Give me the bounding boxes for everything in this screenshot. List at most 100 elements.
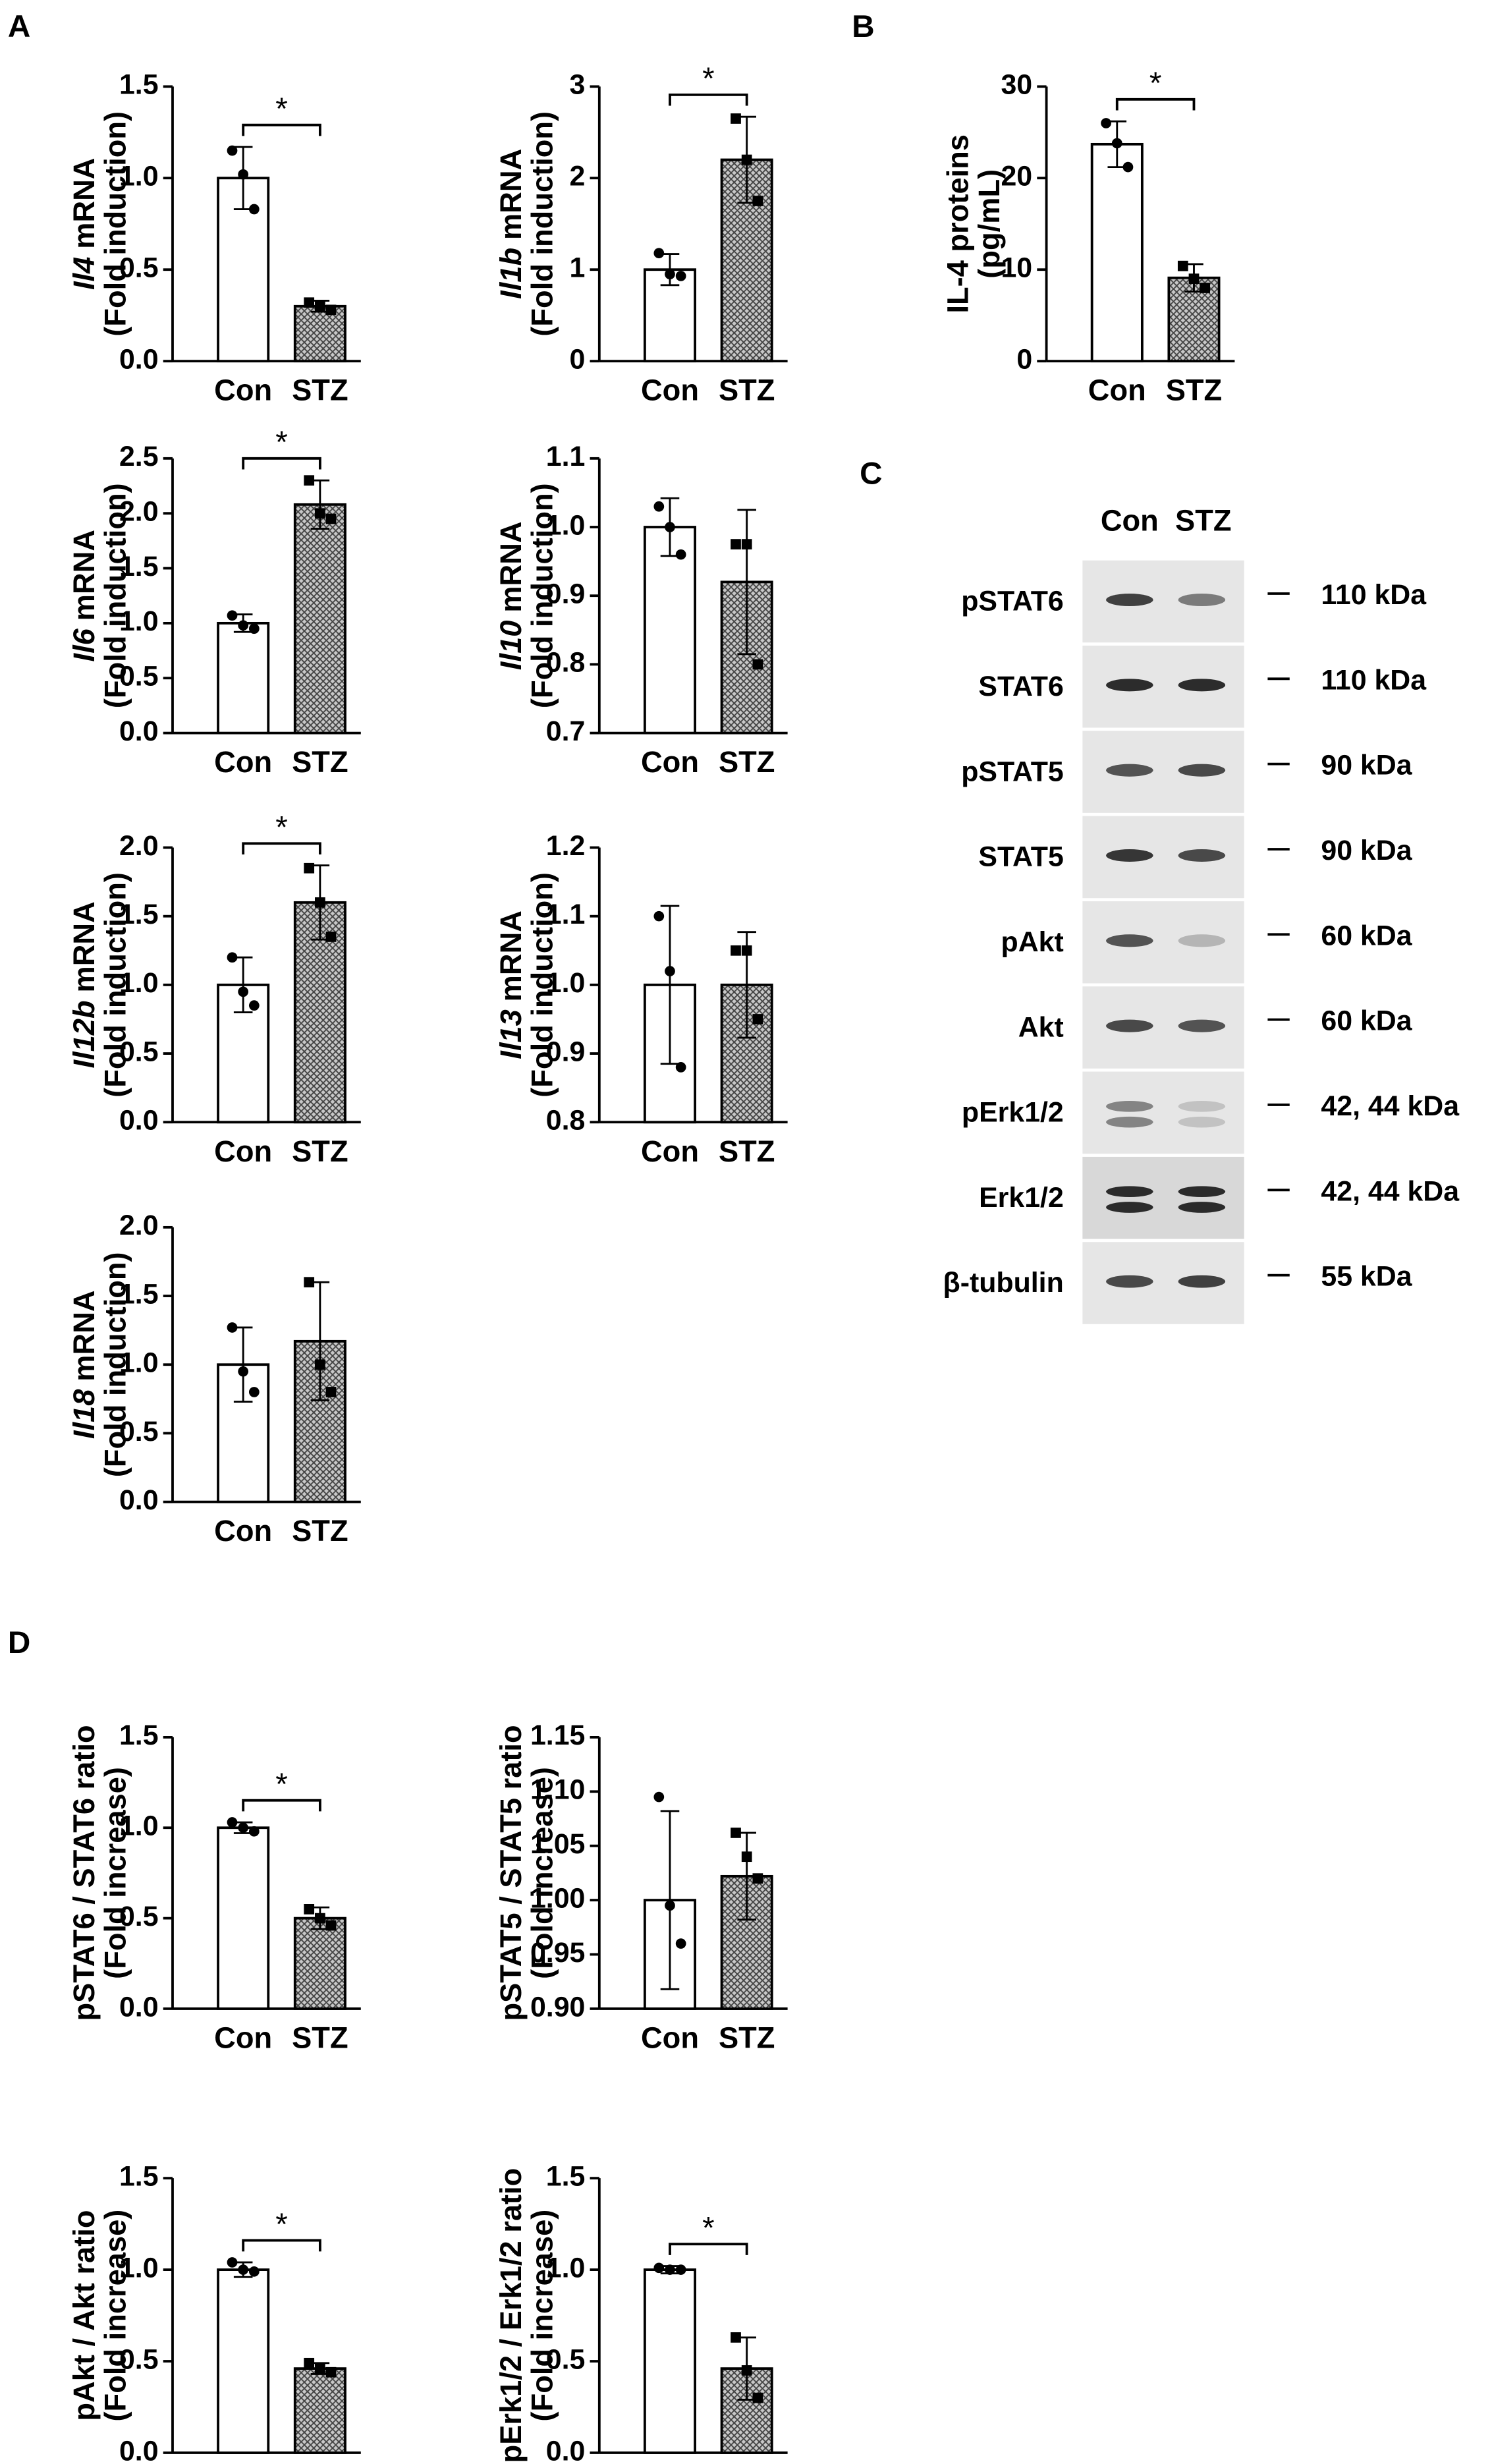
x-tick-label: Con bbox=[214, 2021, 272, 2055]
y-axis-label: (Fold induction) bbox=[525, 483, 559, 708]
y-axis-label-part: mRNA bbox=[494, 521, 528, 612]
significance-label: * bbox=[1149, 66, 1162, 101]
y-axis-label-part: (Fold induction) bbox=[525, 111, 559, 337]
y-tick-label: 0.5 bbox=[119, 1416, 159, 1447]
data-point bbox=[315, 897, 325, 908]
y-tick-label: 0.90 bbox=[530, 1991, 585, 2023]
y-axis-label-part: pAkt / Akt ratio bbox=[67, 2210, 101, 2421]
y-tick-label: 0.9 bbox=[546, 578, 586, 610]
y-axis-label-part: (Fold induction) bbox=[99, 483, 132, 708]
y-axis-label-part: Il10 bbox=[494, 621, 528, 670]
data-point bbox=[752, 2392, 763, 2403]
data-point bbox=[653, 1791, 665, 1803]
y-axis-label-part: (Fold induction) bbox=[525, 483, 559, 708]
y-axis-label-part: (Fold increase) bbox=[99, 1767, 132, 1979]
y-tick-label: 1 bbox=[570, 252, 586, 284]
blot-band bbox=[1178, 764, 1226, 777]
x-tick-label: Con bbox=[641, 1134, 699, 1168]
data-point bbox=[325, 513, 337, 524]
blot-column-label: Con bbox=[1101, 503, 1159, 537]
data-point bbox=[227, 1322, 238, 1333]
data-point bbox=[731, 539, 741, 549]
significance-label: * bbox=[275, 810, 288, 845]
data-point bbox=[325, 2366, 337, 2378]
x-tick-label: STZ bbox=[719, 1134, 775, 1168]
bar bbox=[1090, 142, 1144, 363]
data-point bbox=[227, 610, 238, 621]
y-axis-label-part: (Fold increase) bbox=[525, 2210, 559, 2422]
data-point bbox=[227, 952, 238, 963]
blot-row-label: Erk1/2 bbox=[979, 1182, 1064, 1214]
blot-row-label: β-tubulin bbox=[943, 1267, 1064, 1299]
data-point bbox=[315, 300, 325, 312]
blot-size-label: 110 kDa bbox=[1321, 579, 1427, 611]
y-axis-label-part: (Fold induction) bbox=[99, 1252, 132, 1477]
data-point bbox=[741, 154, 752, 165]
data-point bbox=[741, 1851, 752, 1862]
data-point bbox=[325, 1920, 337, 1931]
significance-bracket bbox=[242, 123, 321, 136]
bar bbox=[293, 304, 346, 363]
y-tick-label: 0.7 bbox=[546, 715, 586, 747]
y-tick-label: 1.0 bbox=[546, 967, 586, 999]
data-point bbox=[315, 508, 325, 519]
x-tick-label: STZ bbox=[719, 2021, 775, 2055]
blot-strip bbox=[1082, 1071, 1244, 1154]
y-tick-label: 1.0 bbox=[119, 605, 159, 637]
panel-letter: D bbox=[8, 1625, 30, 1660]
y-axis-label: Il1b mRNA bbox=[494, 149, 528, 299]
y-axis-label: (Fold induction) bbox=[99, 483, 132, 708]
data-point bbox=[1122, 161, 1134, 173]
data-point bbox=[248, 1387, 260, 1397]
data-point bbox=[653, 248, 665, 259]
data-point bbox=[752, 196, 763, 206]
blot-band bbox=[1178, 849, 1226, 862]
y-tick-label: 1.0 bbox=[119, 161, 159, 192]
x-tick-label: Con bbox=[641, 374, 699, 407]
y-tick-label: 1.5 bbox=[119, 2160, 159, 2192]
data-point bbox=[731, 945, 741, 956]
blot-strip bbox=[1082, 1156, 1244, 1239]
bar bbox=[217, 2268, 270, 2454]
y-axis-label-part: mRNA bbox=[67, 1290, 101, 1381]
y-tick-label: 2.0 bbox=[119, 1210, 159, 1241]
y-tick-label: 1.05 bbox=[530, 1828, 585, 1860]
data-point bbox=[741, 2365, 752, 2376]
y-axis-label: (Fold induction) bbox=[525, 111, 559, 337]
blot-size-label: 55 kDa bbox=[1321, 1261, 1412, 1293]
blot-row-label: pSTAT5 bbox=[961, 756, 1064, 787]
data-point bbox=[325, 1387, 337, 1397]
panel-letter: B bbox=[852, 9, 874, 44]
error-bar bbox=[660, 1810, 680, 1990]
bar bbox=[643, 2268, 696, 2454]
blot-row-label: STAT6 bbox=[978, 671, 1063, 702]
data-point bbox=[304, 1277, 315, 1288]
y-tick-label: 1.00 bbox=[530, 1882, 585, 1914]
significance-bracket bbox=[242, 2239, 321, 2252]
y-tick-label: 0.95 bbox=[530, 1937, 585, 1969]
blot-size-label: 42, 44 kDa bbox=[1321, 1175, 1460, 1207]
blot-band bbox=[1106, 1116, 1153, 1128]
y-axis-label: (Fold induction) bbox=[99, 872, 132, 1098]
y-axis-label-part: pSTAT5 / STAT5 ratio bbox=[494, 1725, 528, 2021]
y-tick-label: 1.0 bbox=[546, 2252, 586, 2283]
data-point bbox=[238, 1366, 249, 1377]
y-axis-label-part: Il12b bbox=[67, 1000, 101, 1068]
blot-band bbox=[1106, 849, 1153, 862]
data-point bbox=[665, 966, 675, 976]
y-axis-label: Il13 mRNA bbox=[494, 910, 528, 1059]
y-axis-label: Il12b mRNA bbox=[67, 901, 101, 1068]
data-point bbox=[304, 297, 315, 308]
y-axis-label-part: Il18 bbox=[67, 1389, 101, 1439]
y-tick-label: 1.0 bbox=[119, 1347, 159, 1379]
y-axis-label-part: pErk1/2 / Erk1/2 ratio bbox=[494, 2168, 528, 2463]
blot-band bbox=[1106, 1101, 1153, 1112]
bar bbox=[643, 526, 696, 735]
x-tick-label: STZ bbox=[719, 745, 775, 779]
blot-row-label: STAT5 bbox=[978, 841, 1063, 873]
y-tick-label: 1.5 bbox=[119, 69, 159, 101]
y-tick-label: 0.0 bbox=[119, 1484, 159, 1516]
blot-band bbox=[1106, 1019, 1153, 1032]
y-tick-label: 1.5 bbox=[119, 1278, 159, 1310]
data-point bbox=[315, 2363, 325, 2374]
